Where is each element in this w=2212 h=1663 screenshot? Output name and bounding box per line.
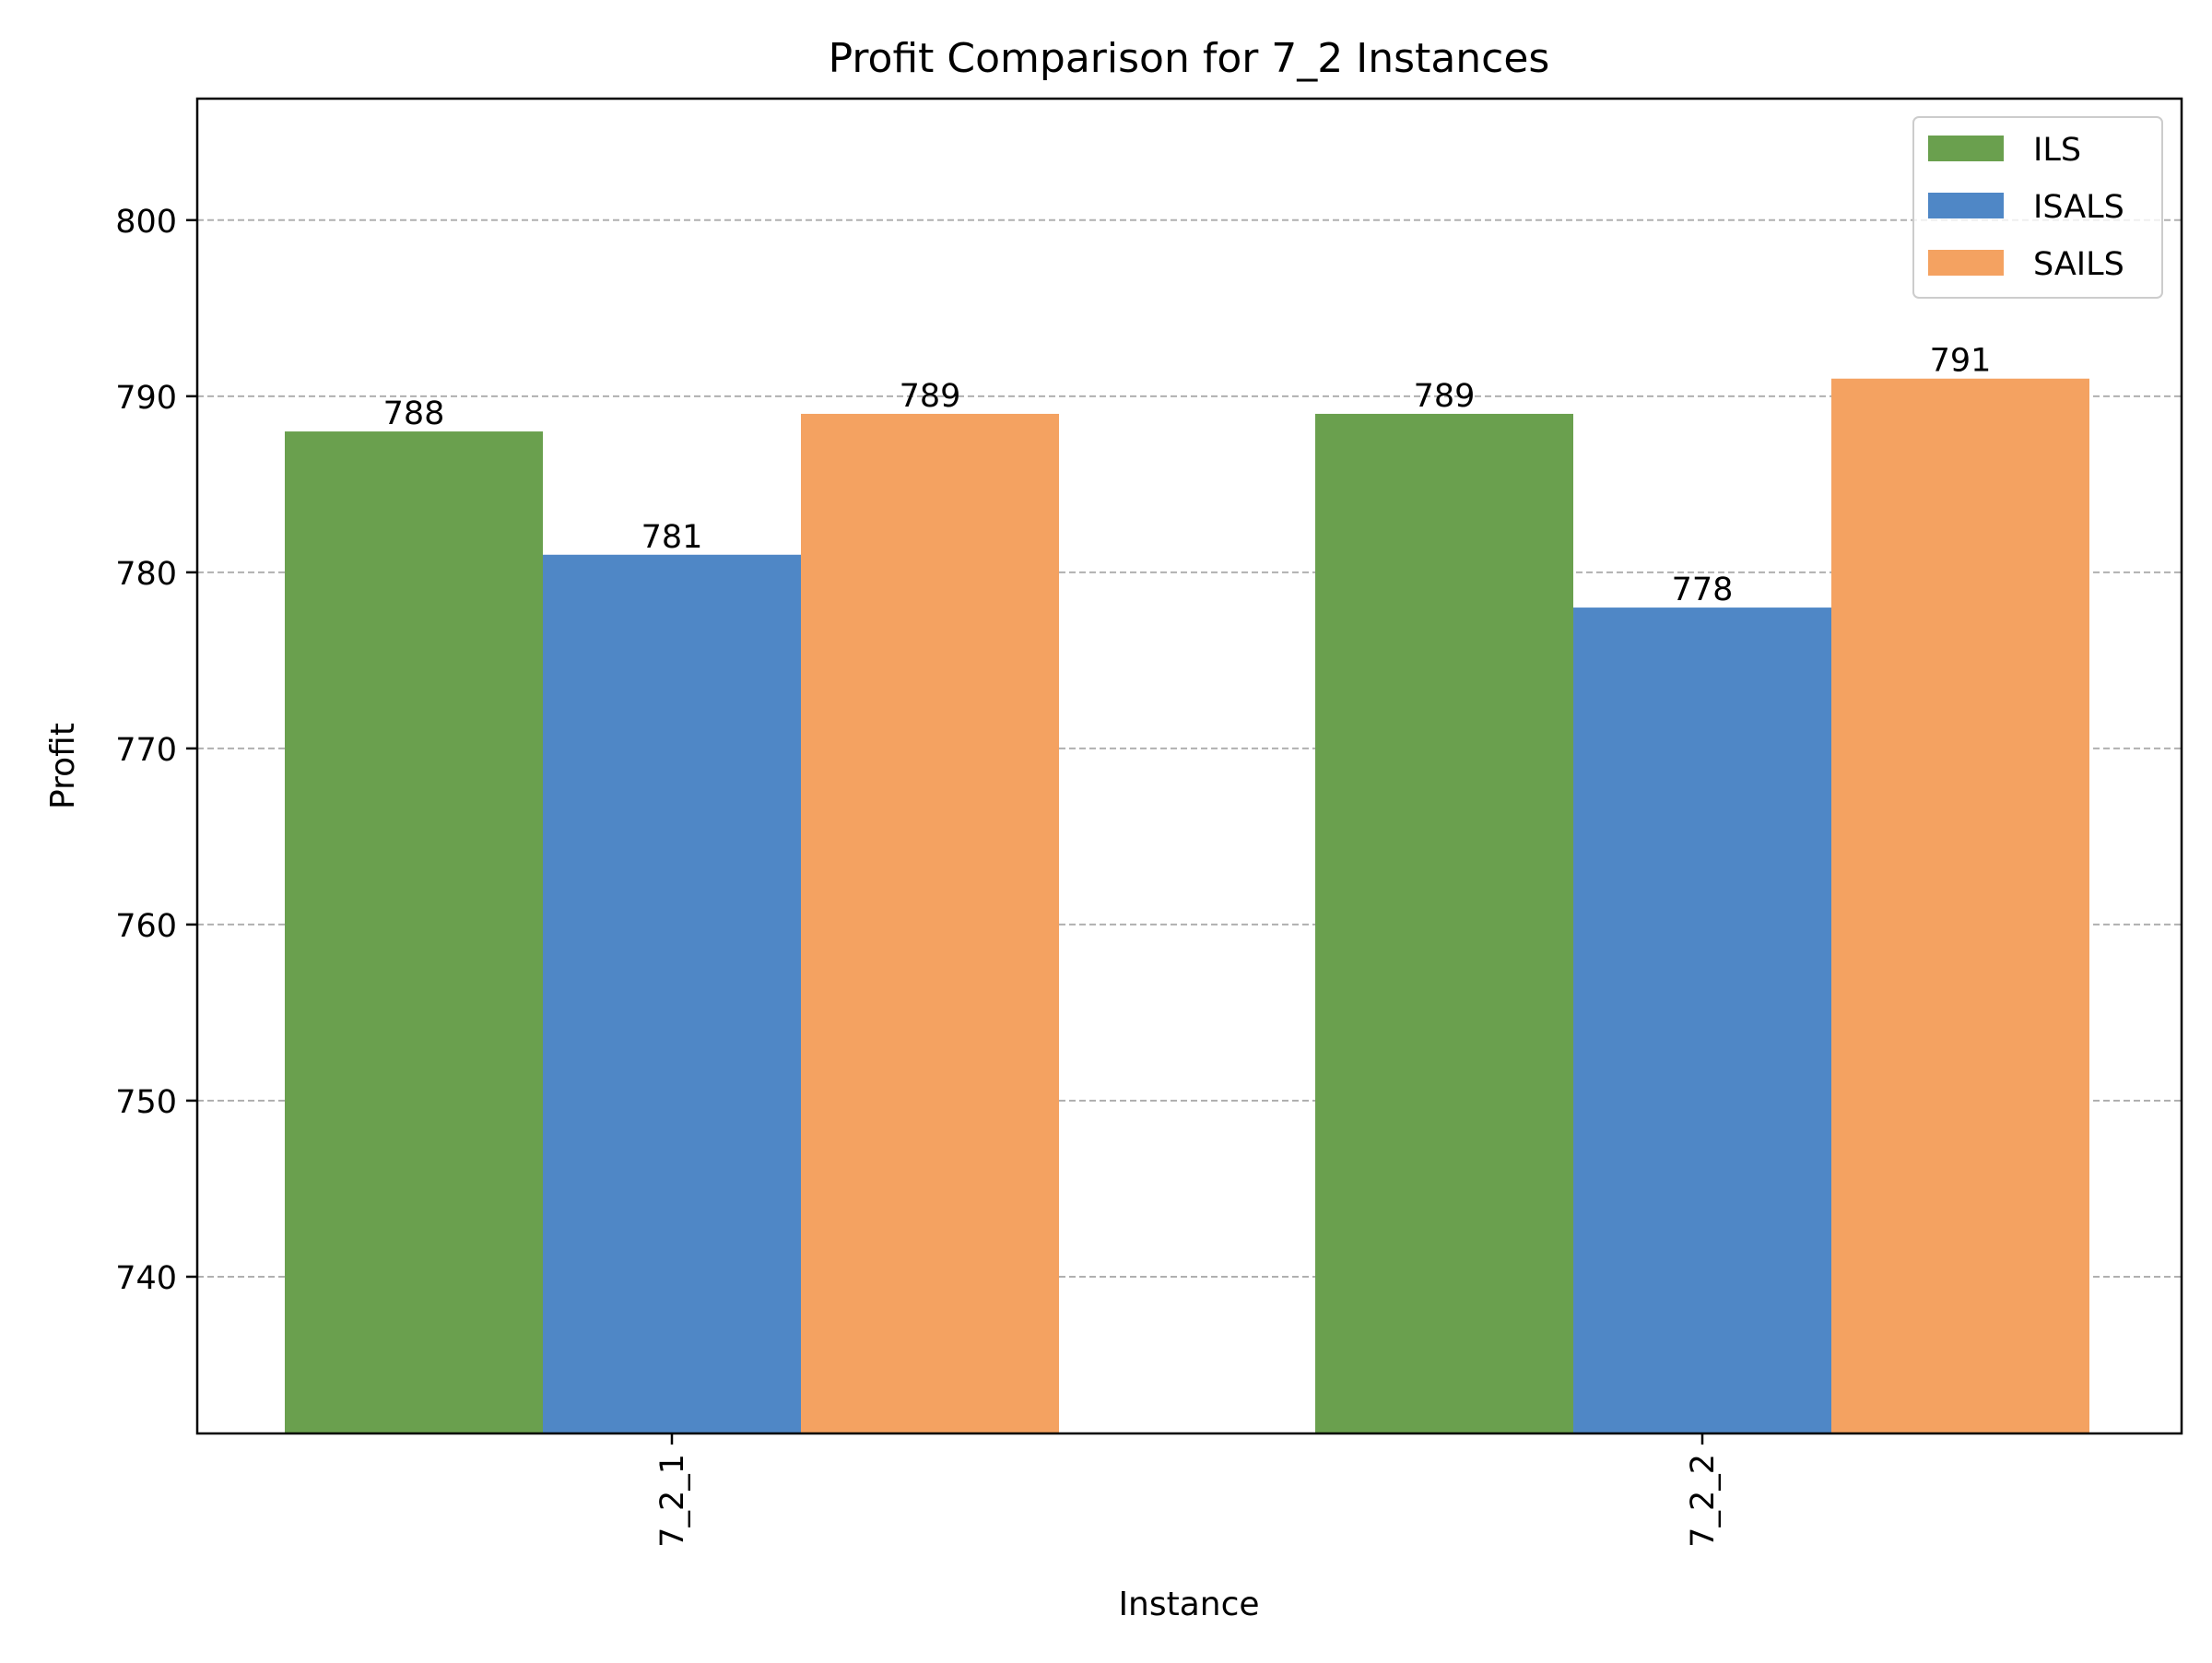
plot-frame (195, 97, 2183, 1435)
legend: ILS ISALS SAILS (1912, 116, 2163, 299)
y-axis-label: Profit (44, 723, 82, 809)
legend-label-sails: SAILS (2033, 246, 2124, 283)
x-tick-label: 7_2_1 (654, 1454, 691, 1548)
y-tick-label: 750 (115, 1084, 177, 1121)
y-tick-label: 790 (115, 380, 177, 417)
axis-ticks: 740 750 760 770 780 790 800 7_2_1 7_2_2 (115, 204, 1722, 1548)
legend-label-isals: ISALS (2033, 189, 2124, 226)
y-tick-label: 780 (115, 556, 177, 593)
y-tick-label: 770 (115, 732, 177, 769)
legend-swatch-isals (1928, 193, 2004, 218)
bar-isals-7_2_2 (1573, 607, 1831, 1433)
bar-isals-7_2_1 (543, 554, 801, 1433)
y-tick-label: 740 (115, 1260, 177, 1297)
data-labels: 788 781 789 789 778 791 (383, 343, 1992, 608)
data-label: 789 (900, 378, 961, 415)
legend-swatch-ils (1928, 136, 2004, 161)
data-label: 789 (1414, 378, 1476, 415)
x-axis-label: Instance (1118, 1586, 1259, 1623)
data-label: 791 (1930, 343, 1992, 380)
bar-sails-7_2_2 (1831, 378, 2089, 1434)
y-tick-label: 760 (115, 908, 177, 945)
data-label: 778 (1672, 572, 1734, 608)
bars (285, 378, 2089, 1434)
chart-title: Profit Comparison for 7_2 Instances (829, 35, 1550, 82)
data-label: 781 (641, 519, 703, 556)
legend-swatch-sails (1928, 250, 2004, 276)
bar-ils-7_2_1 (285, 431, 543, 1433)
x-tick-label: 7_2_2 (1685, 1454, 1722, 1548)
bar-sails-7_2_1 (801, 413, 1059, 1434)
y-tick-label: 800 (115, 204, 177, 241)
data-label: 788 (383, 395, 445, 432)
legend-label-ils: ILS (2033, 132, 2081, 169)
bar-ils-7_2_2 (1315, 413, 1573, 1434)
